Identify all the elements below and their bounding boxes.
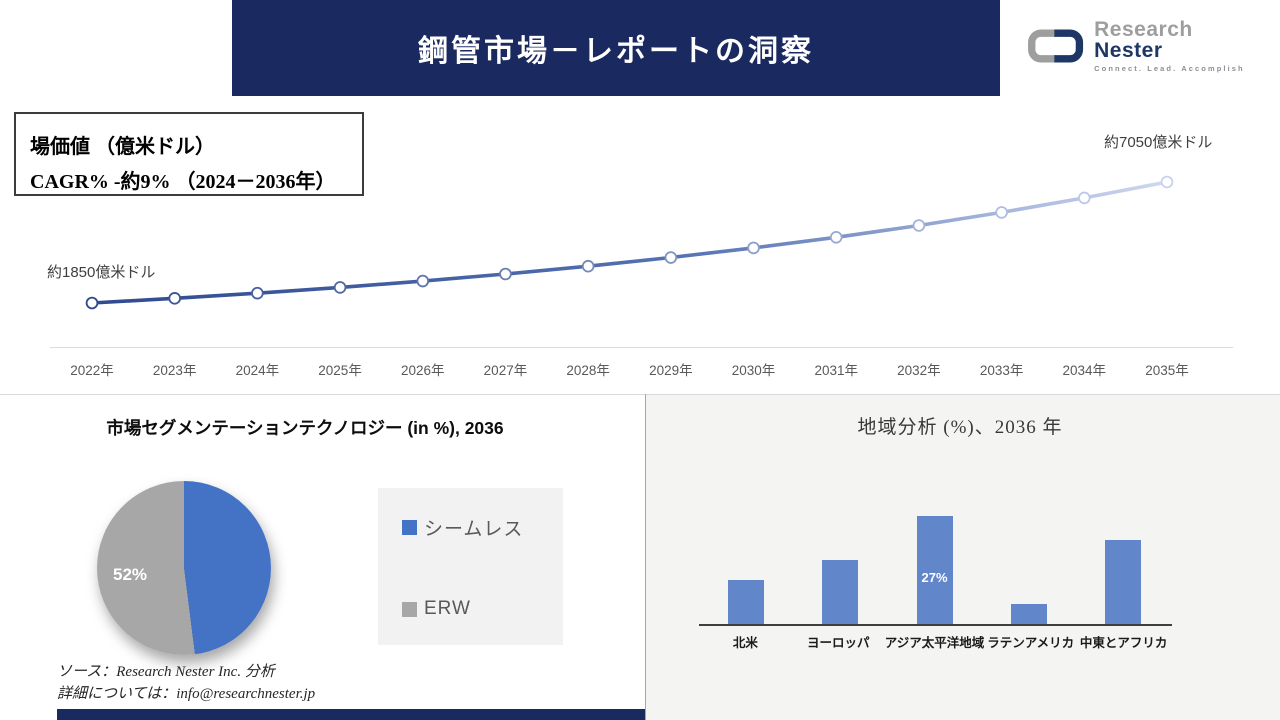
region-bar-1 bbox=[822, 560, 859, 624]
x-axis-tick-label: 2028年 bbox=[566, 363, 610, 378]
line-chart-x-axis: 2022年 2023年 2024年 2025年 2026年 2027年 2028年 2029年… bbox=[0, 359, 1280, 381]
technology-pie-chart: 52% bbox=[97, 481, 271, 655]
x-axis-tick-label: 2029年 bbox=[649, 363, 693, 378]
cagr-note: CAGR% -約9% （2024－2036年） bbox=[30, 171, 336, 193]
bar-chart-category-labels: 北米 ヨーロッパ アジア太平洋地域 ラテンアメリカ 中東とアフリカ bbox=[699, 632, 1170, 651]
region-bar-0 bbox=[728, 580, 765, 624]
pie-legend: シームレス ERW bbox=[378, 488, 563, 645]
x-axis-tick-label: 2035年 bbox=[1145, 363, 1189, 378]
line-data-point bbox=[416, 274, 430, 288]
bar-chart-title: 地域分析 (%)、2036 年 bbox=[857, 417, 1063, 438]
x-axis-tick-label: 2033年 bbox=[979, 363, 1024, 378]
legend-label-seamless: シームレス bbox=[424, 518, 524, 540]
footer-accent-bar bbox=[57, 709, 645, 720]
regional-analysis-panel: 地域分析 (%)、2036 年 27% 北米 ヨーロッパ アジア太平洋地域 ラテンアメ… bbox=[646, 395, 1280, 720]
end-value-label: 約7050億米ドル bbox=[1104, 134, 1213, 151]
market-value-cagr-box: 場価値 （億米ドル） CAGR% -約9% （2024－2036年） bbox=[14, 112, 364, 196]
start-value-label: 約1850億米ドル bbox=[47, 264, 156, 281]
legend-item-seamless: シームレス bbox=[402, 515, 563, 540]
bar-category-label: アジア太平洋地域 bbox=[884, 636, 985, 650]
legend-swatch-blue bbox=[402, 519, 417, 535]
pie-chart-title: 市場セグメンテーションテクノロジー (in %), 2036 bbox=[106, 418, 504, 438]
legend-swatch-gray bbox=[402, 601, 417, 617]
logo-text: Research Nester Connect. Lead. Accomplis… bbox=[1094, 19, 1265, 73]
line-data-point bbox=[85, 296, 99, 310]
line-data-point bbox=[251, 286, 264, 300]
line-data-point bbox=[581, 259, 595, 273]
line-series-path bbox=[91, 180, 1168, 305]
line-data-point bbox=[499, 267, 512, 281]
line-data-point bbox=[1078, 191, 1091, 205]
horizontal-divider bbox=[0, 394, 1280, 395]
research-nester-logo: Research Nester Connect. Lead. Accomplis… bbox=[1025, 16, 1265, 76]
legend-label-erw: ERW bbox=[424, 598, 471, 619]
line-data-point bbox=[747, 241, 760, 255]
pie-slice-label: 52% bbox=[113, 565, 148, 584]
region-bar-2: 27% bbox=[916, 516, 953, 624]
region-bar-4 bbox=[1104, 540, 1141, 624]
bar-data-label: 27% bbox=[921, 570, 948, 585]
x-axis-tick-label: 2026年 bbox=[400, 363, 445, 378]
x-axis-tick-label: 2030年 bbox=[731, 363, 776, 378]
x-axis-tick-label: 2032年 bbox=[897, 363, 941, 378]
x-axis-tick-label: 2022年 bbox=[70, 363, 114, 378]
line-data-point bbox=[168, 292, 181, 305]
bar-column bbox=[793, 500, 887, 624]
logo-tagline: Connect. Lead. Accomplish bbox=[1094, 64, 1245, 74]
bar-category-label: 北米 bbox=[732, 636, 758, 650]
bar-chart-axis bbox=[699, 624, 1172, 626]
legend-item-erw: ERW bbox=[402, 597, 563, 621]
vertical-divider bbox=[645, 394, 646, 720]
region-bar-3 bbox=[1010, 604, 1047, 624]
bar-column bbox=[699, 500, 793, 624]
header-banner: 鋼管市場－レポートの洞察 bbox=[232, 0, 1000, 96]
bar-column: 27% bbox=[887, 500, 981, 624]
x-axis-tick-label: 2025年 bbox=[318, 363, 362, 378]
x-axis-tick-label: 2034年 bbox=[1062, 363, 1107, 378]
regional-bar-chart: 27% bbox=[699, 500, 1170, 624]
bar-category-label: ヨーロッパ bbox=[807, 636, 870, 650]
source-line: ソース：Research Nester Inc. 分析 bbox=[57, 664, 275, 680]
line-data-point bbox=[333, 281, 347, 294]
market-value-units: 場価値 （億米ドル） bbox=[30, 136, 215, 158]
bar-column bbox=[982, 500, 1076, 624]
x-axis-tick-label: 2024年 bbox=[235, 363, 280, 378]
x-axis-tick-label: 2031年 bbox=[814, 363, 858, 378]
line-data-point bbox=[912, 219, 926, 232]
x-axis-tick-label: 2027年 bbox=[483, 363, 528, 378]
line-data-point bbox=[664, 251, 678, 264]
x-axis-tick-label: 2023年 bbox=[152, 363, 197, 378]
line-data-point bbox=[995, 206, 1008, 219]
line-chart-axis bbox=[50, 347, 1233, 348]
page-title: 鋼管市場－レポートの洞察 bbox=[418, 35, 814, 68]
chain-links-icon bbox=[1028, 29, 1084, 63]
line-data-point bbox=[1160, 175, 1174, 189]
source-note: ソース：Research Nester Inc. 分析 詳細については：info… bbox=[57, 661, 315, 705]
line-data-point bbox=[829, 230, 843, 244]
bar-column bbox=[1076, 500, 1170, 624]
contact-line: 詳細については：info@researchnester.jp bbox=[57, 686, 316, 702]
bar-category-label: ラテンアメリカ bbox=[987, 636, 1075, 650]
bar-category-label: 中東とアフリカ bbox=[1079, 636, 1168, 650]
logo-brand-research: Research bbox=[1094, 18, 1193, 42]
logo-brand-nester: Nester bbox=[1094, 39, 1163, 63]
